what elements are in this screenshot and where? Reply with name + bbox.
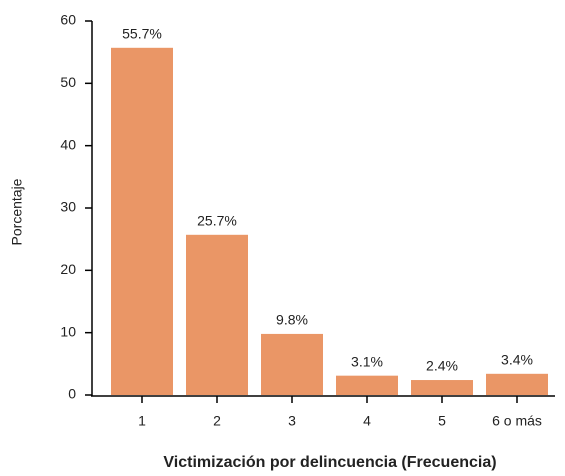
x-tick-label: 2 [213, 413, 221, 429]
x-axis-title: Victimización por delincuencia (Frecuenc… [163, 454, 496, 471]
x-tick-label: 6 o más [492, 413, 542, 429]
bar [336, 375, 398, 395]
y-axis-title: Porcentaje [9, 178, 25, 245]
y-tick-label: 30 [60, 199, 76, 215]
value-label: 9.8% [276, 312, 308, 328]
bar [261, 333, 323, 395]
x-tick-label: 1 [138, 413, 146, 429]
y-tick-label: 40 [60, 136, 76, 152]
value-label: 25.7% [197, 213, 237, 229]
y-tick-label: 50 [60, 74, 76, 90]
value-label: 55.7% [122, 26, 162, 42]
y-tick-label: 20 [60, 261, 76, 277]
y-tick-label: 10 [60, 323, 76, 339]
value-label: 3.1% [351, 353, 383, 369]
x-tick-label: 5 [438, 413, 446, 429]
bar [186, 234, 248, 395]
value-label: 3.4% [501, 352, 533, 368]
bar [411, 380, 473, 395]
y-tick-label: 60 [60, 12, 76, 28]
bar [111, 47, 173, 395]
value-label: 2.4% [426, 358, 458, 374]
y-tick-label: 0 [68, 386, 76, 402]
bar [486, 373, 548, 395]
x-tick-label: 4 [363, 413, 371, 429]
x-tick-label: 3 [288, 413, 296, 429]
